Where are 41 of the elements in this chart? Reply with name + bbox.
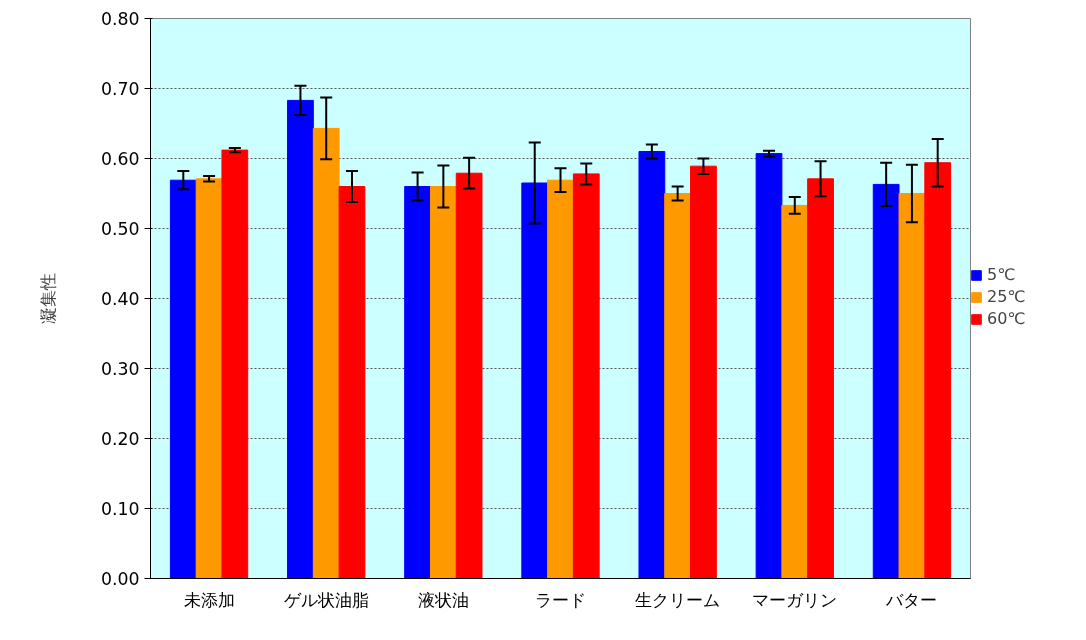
- bar: [547, 179, 574, 579]
- bar: [287, 99, 314, 579]
- bar: [455, 172, 483, 579]
- y-tick-label: 0.30: [100, 359, 140, 379]
- legend-label: 25℃: [987, 287, 1026, 306]
- bar: [898, 193, 926, 579]
- bar: [781, 204, 809, 579]
- x-tick-label: バター: [885, 589, 938, 610]
- y-tick-label: 0.40: [100, 289, 140, 309]
- bar: [312, 127, 340, 579]
- legend-label: 5℃: [987, 265, 1016, 284]
- y-tick-label: 0.60: [100, 149, 140, 169]
- bar: [521, 182, 549, 579]
- legend-label: 60℃: [987, 309, 1026, 328]
- bar: [807, 178, 834, 579]
- y-tick-label: 0.20: [100, 429, 140, 449]
- bar: [572, 173, 600, 579]
- bar: [195, 178, 223, 579]
- bar: [338, 186, 366, 579]
- bar: [429, 186, 457, 579]
- x-tick-label: ゲル状油脂: [283, 589, 369, 610]
- y-axis-title: 凝集性: [37, 273, 58, 324]
- bar: [755, 153, 783, 579]
- x-tick-label: 未添加: [183, 589, 235, 610]
- bar: [664, 193, 692, 579]
- y-tick-label: 0.50: [100, 219, 140, 239]
- x-tick-label: ラード: [535, 589, 586, 610]
- bar: [872, 183, 900, 579]
- y-tick-label: 0.10: [100, 499, 140, 519]
- bar: [169, 179, 197, 579]
- bar: [690, 165, 717, 579]
- x-tick-label: 液状油: [417, 589, 469, 610]
- bar: [924, 162, 952, 579]
- bar: [404, 186, 431, 579]
- x-tick-label: 生クリーム: [635, 589, 721, 610]
- bar: [638, 151, 666, 579]
- y-tick-label: 0.00: [100, 569, 140, 589]
- y-tick-label: 0.70: [100, 79, 140, 99]
- bar: [221, 149, 249, 579]
- y-tick-label: 0.80: [100, 9, 140, 29]
- x-tick-label: マーガリン: [752, 589, 838, 610]
